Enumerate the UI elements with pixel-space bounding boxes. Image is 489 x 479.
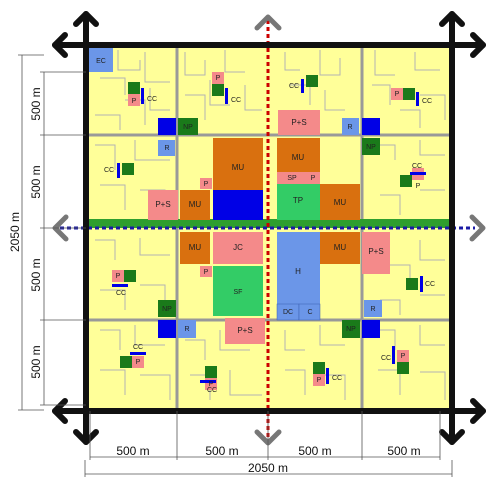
label-sp: SP: [287, 175, 297, 182]
zone-sp: [277, 172, 307, 184]
zone-blue-center: [213, 190, 263, 220]
label-mu: MU: [292, 153, 305, 162]
label-cc: CC: [412, 163, 422, 170]
label-jc: JC: [233, 243, 243, 252]
label-mu: MU: [189, 243, 202, 252]
dim-bottom-3: 500 m: [298, 444, 331, 458]
label-cc: CC: [207, 387, 217, 394]
label-p: P: [132, 98, 137, 105]
label-cc: CC: [231, 97, 241, 104]
zone-c: [298, 303, 321, 321]
label-ec: EC: [96, 58, 106, 65]
zone-mu-south-b: [320, 232, 360, 264]
label-cc: CC: [422, 98, 432, 105]
central-zones: [148, 110, 390, 344]
zone-p-sp: [307, 172, 320, 184]
dim-bottom-total: 2050 m: [248, 461, 288, 475]
label-mu: MU: [334, 198, 347, 207]
dim-bottom-2: 500 m: [205, 444, 238, 458]
dim-left-total: 2050 m: [8, 212, 22, 252]
label-sf: SF: [234, 289, 243, 296]
label-p: P: [209, 381, 214, 388]
zone-mu-south-a: [180, 232, 210, 264]
label-cc: CC: [289, 83, 299, 90]
label-h: H: [295, 267, 301, 276]
label-p: P: [395, 91, 400, 98]
label-r: R: [164, 145, 169, 152]
zone-tp: [277, 184, 320, 220]
label-cc: CC: [116, 290, 126, 297]
corner-arrows: [52, 11, 486, 445]
zone-jc: [213, 232, 263, 264]
zone-mu-north-b: [277, 138, 320, 172]
label-mu: MU: [189, 200, 202, 209]
label-p: P: [317, 377, 322, 384]
dim-left-2: 500 m: [29, 165, 43, 198]
label-c: C: [307, 309, 312, 316]
dimension-lines-bottom: [84, 411, 453, 477]
zone-ps-north: [278, 110, 320, 135]
zone-p-south: [200, 266, 212, 277]
label-p: P: [401, 353, 406, 360]
zone-mu-west: [180, 190, 210, 220]
label-cc: CC: [381, 355, 391, 362]
label-tp: TP: [293, 196, 303, 205]
label-mu: MU: [232, 163, 245, 172]
zone-p-north: [200, 178, 212, 189]
label-p: P: [116, 273, 121, 280]
label-cc: CC: [133, 344, 143, 351]
dim-left-3: 500 m: [29, 258, 43, 291]
label-p: P: [216, 75, 221, 82]
label-np: NP: [183, 124, 193, 131]
label-p: P: [204, 181, 209, 188]
zone-ps-south: [225, 318, 265, 344]
label-p: P: [204, 269, 209, 276]
label-np: NP: [346, 326, 356, 333]
zone-labels: EC CC P NP R P CC CC P+S R P CC NP CC CC…: [96, 58, 435, 394]
dimension-lines-left: [18, 54, 86, 411]
label-r: R: [184, 326, 189, 333]
label-mu: MU: [334, 243, 347, 252]
label-np: NP: [162, 306, 172, 313]
neighbourhood-facilities: [89, 48, 426, 390]
label-ps: P+S: [155, 200, 170, 209]
dim-left-1: 500 m: [29, 87, 43, 120]
dimension-labels-left: 500 m 500 m 500 m 500 m 2050 m: [8, 87, 43, 378]
label-cc: CC: [147, 96, 157, 103]
zone-sf: [213, 266, 263, 316]
dimension-labels-bottom: 500 m 500 m 500 m 500 m 2050 m: [116, 444, 420, 475]
zone-h: [277, 232, 320, 304]
dim-left-4: 500 m: [29, 345, 43, 378]
local-street-network: [95, 50, 446, 400]
label-ps: P+S: [368, 247, 383, 256]
label-r: R: [347, 124, 352, 131]
label-p: P: [416, 183, 421, 190]
zone-ps-east: [362, 232, 390, 274]
dim-bottom-4: 500 m: [387, 444, 420, 458]
zone-ps-west: [148, 190, 178, 220]
zone-mu-north-a: [213, 138, 263, 190]
label-cc: CC: [332, 375, 342, 382]
zone-ec: [89, 48, 113, 72]
label-r: R: [370, 306, 375, 313]
zone-mu-north-c: [320, 184, 360, 220]
dim-bottom-1: 500 m: [116, 444, 149, 458]
label-ps: P+S: [291, 118, 306, 127]
label-cc: CC: [425, 281, 435, 288]
label-cc: CC: [104, 167, 114, 174]
label-p: P: [136, 359, 141, 366]
label-ps: P+S: [237, 326, 252, 335]
label-np: NP: [366, 144, 376, 151]
label-p: P: [311, 175, 316, 182]
label-dc: DC: [283, 309, 293, 316]
